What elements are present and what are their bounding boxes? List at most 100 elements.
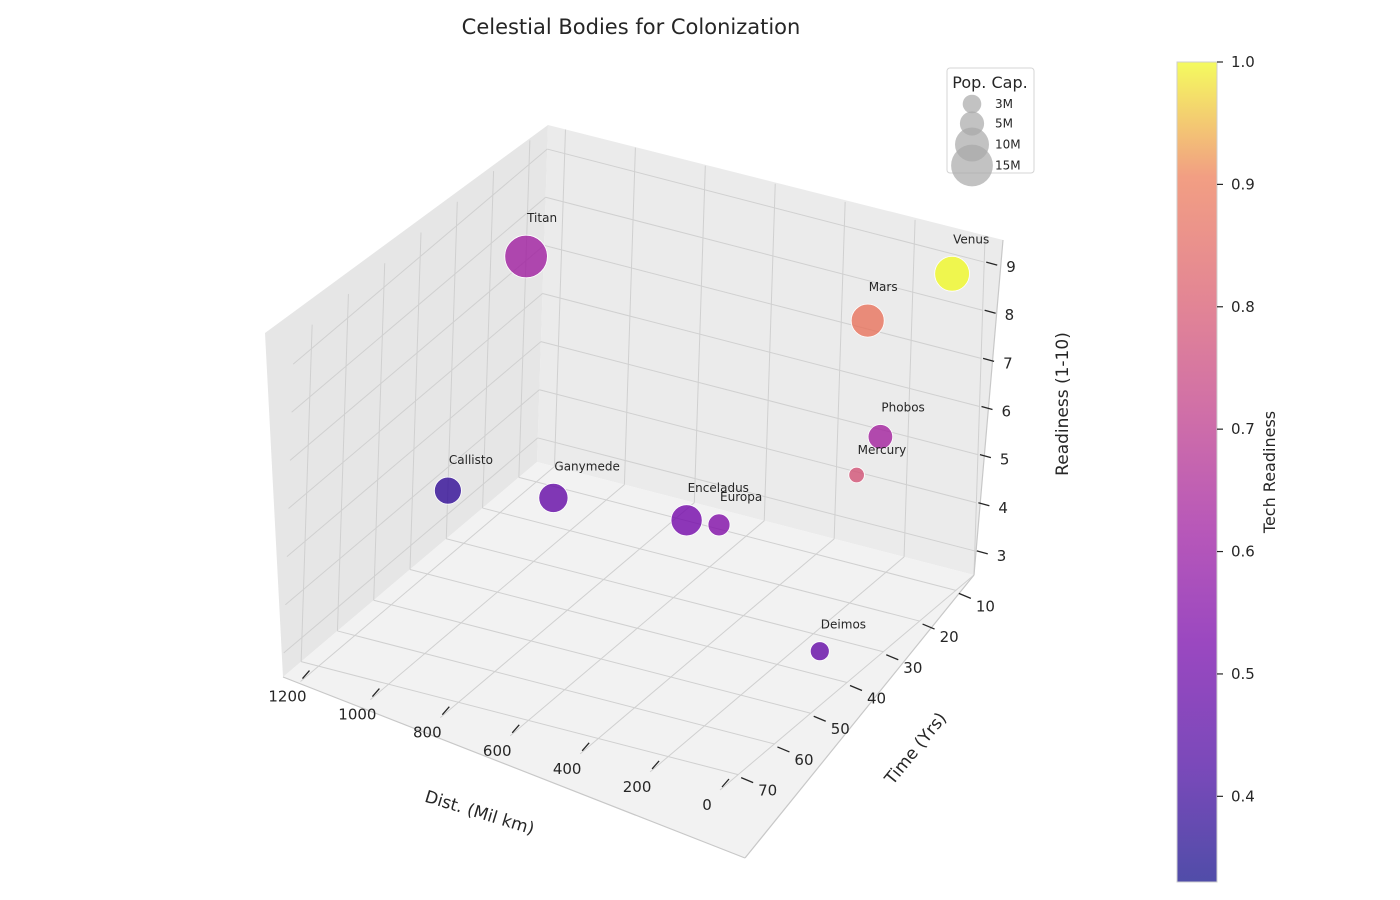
z-gridline (286, 341, 542, 558)
y-gridline (482, 507, 920, 622)
point-mercury (848, 466, 865, 484)
y-tick (886, 654, 899, 661)
z-gridline (539, 389, 977, 504)
colorbar-tick-label: 0.7 (1231, 420, 1255, 438)
z-tick-label: 6 (1002, 403, 1012, 421)
floor-pane (283, 462, 974, 858)
tick-labels: 1200 1000 800 600 400 200 0 10 20 30 40 50 60 70 3 4 5 6 7… (268, 258, 1015, 814)
colorbar-tick-label: 0.9 (1231, 175, 1255, 193)
x-tick (441, 706, 450, 716)
z-tick-label: 4 (998, 499, 1008, 517)
legend-label-15m: 15M (995, 159, 1021, 173)
y-axis-line (744, 574, 975, 859)
z-gridline (285, 389, 540, 606)
x-tick-label: 400 (553, 760, 582, 778)
z-axis-label: Readiness (1-10) (1053, 332, 1073, 476)
y-tick-label: 50 (831, 720, 850, 738)
z-axis-line (973, 239, 1004, 576)
z-gridline (292, 148, 548, 365)
z-tick-label: 9 (1006, 258, 1016, 276)
y-gridline (337, 630, 775, 745)
y-tick (849, 684, 863, 692)
z-gridline (542, 293, 980, 407)
x-tick (511, 724, 520, 734)
x-tick (651, 760, 660, 770)
chart-title: Celestial Bodies for Colonization (462, 15, 801, 39)
y-gridline (446, 538, 884, 653)
z-tick (984, 309, 996, 314)
x-axis-label: Dist. (Mil km) (422, 787, 536, 839)
plot-area: 1200 1000 800 600 400 200 0 10 20 30 40 50 60 70 3 4 5 6 7… (265, 125, 1016, 859)
z-tick (978, 502, 990, 507)
point-deimos (809, 641, 830, 662)
gridlines (283, 129, 986, 791)
z-gridline (537, 437, 975, 552)
z-gridline (540, 341, 979, 456)
point-label-enceladus: Enceladus (688, 481, 749, 495)
colorbar: 0.4 0.5 0.6 0.7 0.8 0.9 1.0 Tech Readiness (1176, 53, 1279, 883)
z-gridline (291, 196, 546, 413)
x-tick-label: 1000 (338, 706, 376, 724)
legend-marker-3m (962, 94, 982, 114)
point-label-mars: Mars (869, 280, 898, 294)
point-label-ganymede: Ganymede (554, 459, 619, 473)
x-tick-label: 800 (413, 724, 442, 742)
x-tick (721, 778, 730, 788)
z-tick (986, 261, 998, 266)
y-tick-label: 40 (867, 690, 886, 708)
x-tick (371, 688, 380, 698)
z-gridline (543, 244, 982, 359)
y-tick-label: 70 (758, 782, 777, 800)
z-gridline (545, 196, 983, 311)
legend-label-5m: 5M (995, 117, 1013, 131)
z-tick-label: 5 (1000, 451, 1010, 469)
z-gridline (288, 293, 543, 509)
legend-entries: 3M 5M 10M 15M (951, 94, 1021, 187)
y-gridline (373, 599, 811, 714)
point-mars (850, 303, 885, 338)
data-points (433, 234, 970, 662)
point-europa (707, 513, 731, 537)
x-axis-line (282, 676, 746, 859)
z-gridline (283, 437, 539, 654)
point-venus (934, 255, 970, 292)
colorbar-tick-label: 0.6 (1231, 543, 1255, 561)
z-tick-label: 3 (997, 547, 1007, 565)
size-legend: Pop. Cap. 3M 5M 10M 15M (946, 67, 1035, 187)
legend-title: Pop. Cap. (952, 73, 1027, 92)
point-label-mercury: Mercury (858, 443, 907, 457)
colorbar-tick-label: 1.0 (1231, 53, 1255, 71)
point-phobos (867, 424, 894, 450)
point-enceladus (670, 504, 703, 537)
colorbar-label: Tech Readiness (1260, 411, 1279, 534)
y-tick (777, 746, 790, 753)
colorbar-tick-label: 0.4 (1231, 787, 1255, 805)
z-tick (981, 405, 993, 411)
z-gridline (547, 148, 985, 263)
colorbar-tick-label: 0.8 (1231, 298, 1255, 316)
point-label-europa: Europa (720, 490, 762, 504)
y-gridline (518, 476, 956, 591)
point-label-venus: Venus (953, 232, 989, 246)
x-tick (581, 742, 590, 752)
point-label-deimos: Deimos (821, 618, 866, 632)
point-callisto (433, 476, 462, 505)
z-gridline (289, 244, 545, 461)
x-tick-label: 0 (702, 796, 712, 814)
y-tick (740, 777, 754, 784)
y-tick (922, 623, 935, 630)
y-tick-label: 10 (976, 597, 995, 615)
colorbar-tick-label: 0.5 (1231, 665, 1255, 683)
point-ganymede (538, 482, 569, 513)
y-gridline (301, 661, 739, 776)
x-tick (301, 670, 310, 679)
tick-marks (301, 261, 998, 788)
point-titan (504, 234, 548, 279)
y-tick-label: 60 (794, 751, 813, 769)
legend-label-10m: 10M (995, 138, 1021, 152)
y-tick-label: 30 (903, 659, 922, 677)
point-label-callisto: Callisto (449, 453, 493, 467)
z-tick-label: 7 (1003, 354, 1013, 372)
point-label-phobos: Phobos (881, 401, 924, 415)
